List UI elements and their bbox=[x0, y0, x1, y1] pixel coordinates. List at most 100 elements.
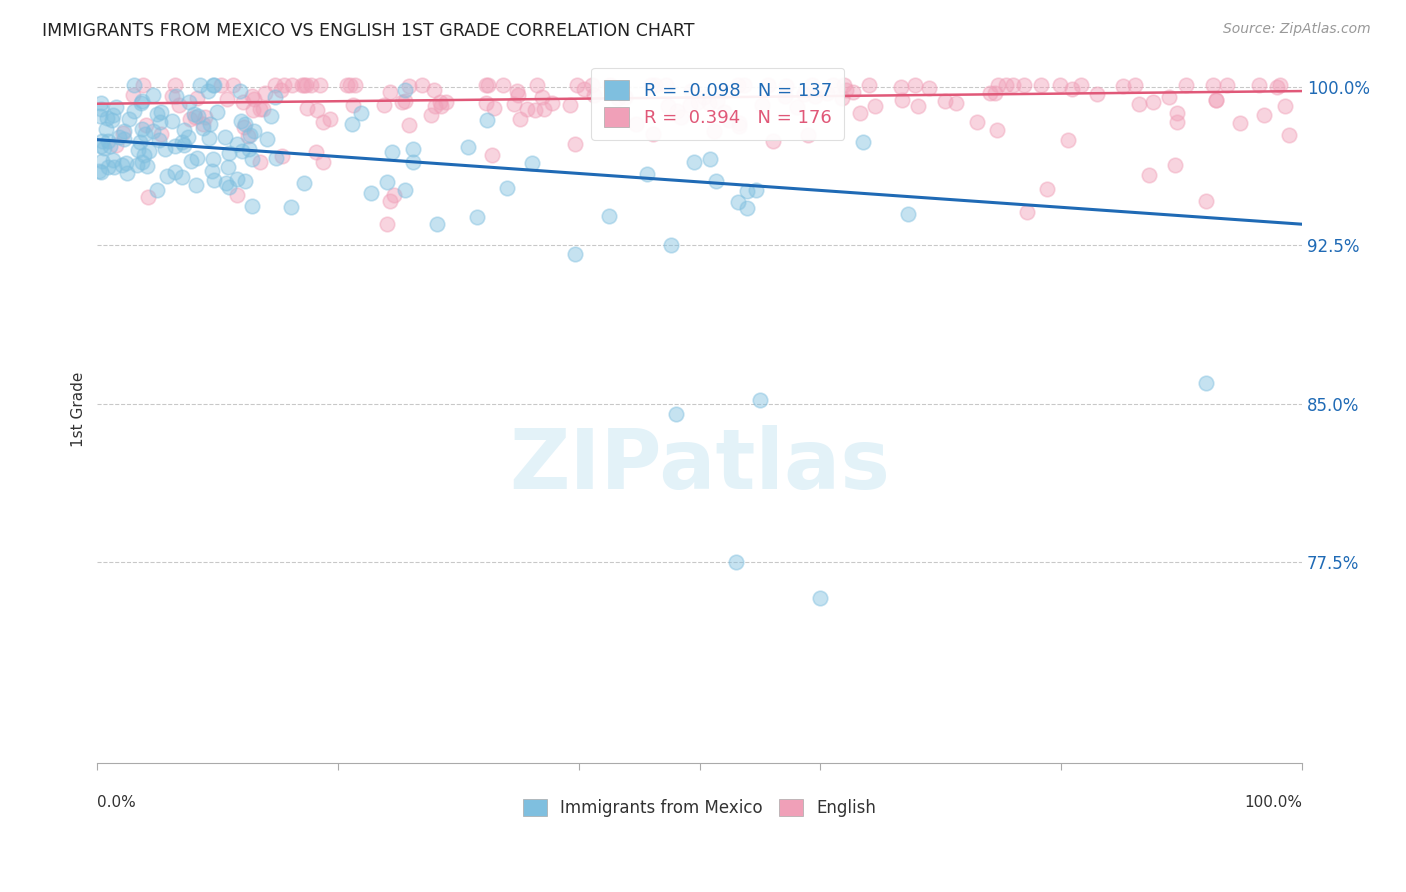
Point bbox=[815, 86, 838, 100]
Point bbox=[904, 78, 927, 92]
Point bbox=[1085, 87, 1108, 101]
Point bbox=[659, 238, 682, 252]
Point bbox=[299, 78, 322, 92]
Point bbox=[533, 102, 555, 116]
Point bbox=[703, 124, 725, 138]
Point bbox=[917, 81, 939, 95]
Point bbox=[273, 78, 295, 92]
Point bbox=[90, 138, 112, 153]
Point bbox=[242, 92, 264, 106]
Point bbox=[172, 170, 194, 185]
Point bbox=[733, 78, 755, 92]
Point bbox=[979, 87, 1001, 101]
Point bbox=[89, 109, 111, 123]
Point bbox=[350, 106, 373, 120]
Point bbox=[987, 78, 1010, 92]
Point bbox=[271, 149, 294, 163]
Point bbox=[127, 158, 149, 172]
Point bbox=[115, 156, 138, 170]
Text: 100.0%: 100.0% bbox=[1244, 795, 1302, 810]
Point bbox=[89, 102, 111, 116]
Point bbox=[135, 118, 157, 132]
Point bbox=[1166, 115, 1188, 129]
Point bbox=[599, 78, 621, 92]
Point bbox=[260, 109, 283, 123]
Point bbox=[858, 78, 880, 92]
Point bbox=[105, 137, 128, 152]
Point bbox=[475, 112, 498, 127]
Point bbox=[1274, 99, 1296, 113]
Point bbox=[430, 99, 453, 113]
Point bbox=[294, 78, 316, 92]
Point bbox=[890, 79, 912, 94]
Point bbox=[342, 98, 364, 112]
Point bbox=[232, 120, 254, 134]
Point bbox=[122, 103, 145, 118]
Point bbox=[264, 78, 287, 92]
Point bbox=[679, 98, 702, 112]
Point bbox=[98, 139, 121, 153]
Point bbox=[420, 108, 443, 122]
Point bbox=[218, 146, 240, 161]
Point bbox=[626, 117, 648, 131]
Point bbox=[835, 83, 858, 97]
Point bbox=[312, 115, 335, 129]
Point bbox=[378, 85, 401, 99]
Point bbox=[679, 84, 702, 98]
Point bbox=[156, 169, 179, 183]
Point bbox=[93, 141, 115, 155]
Point bbox=[149, 114, 172, 128]
Point bbox=[127, 144, 149, 158]
Point bbox=[434, 95, 457, 110]
Point bbox=[225, 187, 247, 202]
Text: IMMIGRANTS FROM MEXICO VS ENGLISH 1ST GRADE CORRELATION CHART: IMMIGRANTS FROM MEXICO VS ENGLISH 1ST GR… bbox=[42, 22, 695, 40]
Point bbox=[160, 89, 183, 103]
Point bbox=[797, 128, 820, 142]
Point bbox=[131, 122, 153, 136]
Point bbox=[375, 217, 398, 231]
Point bbox=[235, 174, 257, 188]
Point bbox=[704, 174, 727, 188]
Point bbox=[842, 85, 865, 99]
Point bbox=[613, 89, 636, 103]
Point bbox=[94, 121, 117, 136]
Point bbox=[107, 130, 129, 145]
Point bbox=[214, 129, 236, 144]
Point bbox=[186, 91, 208, 105]
Point bbox=[91, 134, 114, 148]
Point bbox=[173, 138, 195, 153]
Point bbox=[503, 96, 526, 111]
Point bbox=[398, 118, 420, 132]
Y-axis label: 1st Grade: 1st Grade bbox=[72, 371, 86, 447]
Point bbox=[163, 165, 186, 179]
Point bbox=[215, 176, 238, 190]
Point bbox=[426, 217, 449, 231]
Point bbox=[425, 99, 447, 113]
Point bbox=[641, 128, 664, 142]
Point bbox=[718, 112, 741, 127]
Point bbox=[775, 79, 797, 94]
Point bbox=[1278, 128, 1301, 143]
Point bbox=[291, 78, 314, 92]
Point bbox=[686, 95, 709, 109]
Point bbox=[665, 408, 688, 422]
Point bbox=[735, 184, 758, 198]
Point bbox=[565, 78, 588, 92]
Point bbox=[295, 101, 318, 115]
Point bbox=[1001, 78, 1024, 92]
Point bbox=[111, 126, 134, 140]
Point bbox=[217, 160, 239, 174]
Point bbox=[727, 78, 749, 92]
Point bbox=[132, 148, 155, 162]
Point bbox=[103, 160, 125, 174]
Point bbox=[233, 117, 256, 131]
Point bbox=[97, 134, 120, 148]
Point bbox=[165, 88, 187, 103]
Point bbox=[582, 87, 605, 102]
Point bbox=[666, 104, 689, 119]
Point bbox=[138, 144, 160, 158]
Point bbox=[90, 164, 112, 178]
Point bbox=[606, 90, 628, 104]
Point bbox=[411, 78, 433, 92]
Point bbox=[506, 87, 529, 102]
